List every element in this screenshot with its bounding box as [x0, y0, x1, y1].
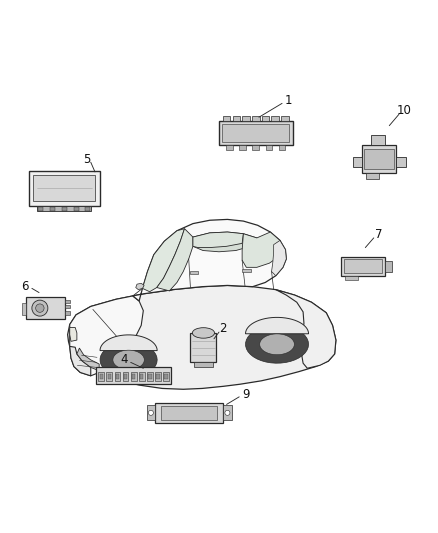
Polygon shape — [260, 334, 294, 354]
Circle shape — [225, 410, 230, 415]
Circle shape — [148, 410, 153, 415]
Polygon shape — [33, 175, 95, 201]
Bar — [132, 374, 135, 379]
Polygon shape — [245, 318, 308, 334]
Text: 10: 10 — [396, 104, 411, 117]
Bar — [265, 144, 272, 150]
Circle shape — [32, 300, 48, 316]
Polygon shape — [142, 229, 184, 292]
Text: 1: 1 — [285, 94, 292, 107]
Bar — [85, 207, 90, 212]
Polygon shape — [219, 121, 293, 146]
Polygon shape — [147, 405, 155, 421]
Bar — [98, 372, 104, 381]
Bar — [279, 144, 286, 150]
Polygon shape — [157, 229, 193, 291]
Bar — [252, 116, 260, 121]
Polygon shape — [364, 149, 394, 169]
Bar — [163, 372, 169, 381]
Text: 2: 2 — [219, 322, 227, 335]
Polygon shape — [242, 232, 282, 268]
Bar — [124, 374, 127, 379]
Bar — [252, 144, 259, 150]
Polygon shape — [341, 257, 385, 276]
Polygon shape — [362, 144, 396, 173]
Bar — [106, 372, 112, 381]
Text: 6: 6 — [21, 280, 28, 293]
Bar — [38, 207, 43, 212]
Bar — [74, 207, 78, 212]
Polygon shape — [100, 335, 157, 351]
Polygon shape — [191, 333, 216, 362]
Polygon shape — [193, 232, 257, 252]
Polygon shape — [366, 173, 379, 180]
Bar — [242, 116, 250, 121]
Bar — [108, 374, 111, 379]
Bar — [114, 372, 120, 381]
Polygon shape — [113, 350, 145, 369]
Polygon shape — [70, 296, 143, 376]
Polygon shape — [155, 403, 223, 423]
Bar — [116, 374, 119, 379]
Bar — [65, 311, 70, 315]
Text: 7: 7 — [375, 229, 382, 241]
Bar — [226, 144, 233, 150]
Bar — [131, 372, 137, 381]
Polygon shape — [100, 342, 157, 377]
Polygon shape — [133, 220, 286, 301]
Polygon shape — [272, 240, 286, 276]
Bar — [281, 116, 289, 121]
Polygon shape — [193, 232, 244, 247]
Polygon shape — [371, 135, 385, 144]
Polygon shape — [161, 406, 217, 419]
Text: 5: 5 — [83, 153, 90, 166]
Polygon shape — [29, 171, 99, 206]
Polygon shape — [385, 261, 392, 271]
Bar — [65, 300, 70, 303]
Bar — [242, 269, 251, 271]
Text: 4: 4 — [120, 353, 128, 366]
Polygon shape — [396, 157, 406, 167]
Bar — [262, 116, 269, 121]
Bar — [62, 207, 67, 212]
Bar — [50, 207, 55, 212]
Bar — [148, 374, 152, 379]
Polygon shape — [70, 327, 77, 341]
Bar — [190, 271, 198, 274]
Polygon shape — [194, 362, 213, 367]
Polygon shape — [67, 286, 336, 389]
Polygon shape — [70, 346, 91, 376]
Polygon shape — [276, 289, 336, 368]
Polygon shape — [77, 348, 99, 371]
Bar — [65, 305, 70, 308]
Bar — [155, 372, 161, 381]
Polygon shape — [223, 124, 289, 142]
Bar — [223, 116, 230, 121]
Bar — [123, 372, 128, 381]
Bar — [239, 144, 246, 150]
Polygon shape — [223, 405, 232, 421]
Polygon shape — [26, 297, 65, 319]
Polygon shape — [37, 206, 91, 212]
Circle shape — [35, 304, 44, 312]
Polygon shape — [345, 276, 358, 280]
Bar — [164, 374, 168, 379]
Text: 9: 9 — [243, 388, 250, 401]
Bar — [139, 372, 145, 381]
Polygon shape — [246, 325, 308, 363]
Bar — [156, 374, 159, 379]
Bar — [272, 116, 279, 121]
Polygon shape — [96, 367, 171, 384]
Bar — [99, 374, 103, 379]
Polygon shape — [344, 260, 382, 273]
Polygon shape — [22, 303, 26, 315]
Bar — [233, 116, 240, 121]
Bar — [147, 372, 153, 381]
Bar — [140, 374, 143, 379]
Polygon shape — [136, 284, 144, 289]
Ellipse shape — [192, 328, 215, 338]
Polygon shape — [353, 157, 362, 167]
